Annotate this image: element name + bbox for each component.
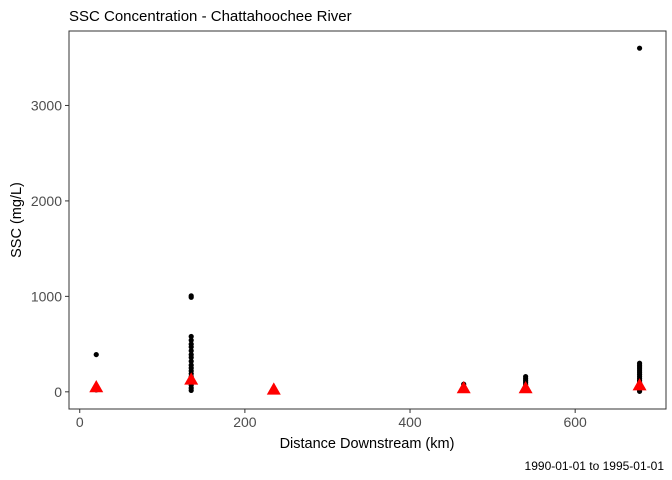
data-point [188, 387, 194, 393]
data-point [188, 337, 194, 343]
x-tick-label: 400 [398, 414, 422, 430]
y-tick-label: 0 [54, 384, 62, 400]
mean-triangle [632, 378, 647, 391]
y-tick-label: 1000 [31, 288, 62, 304]
data-point [188, 354, 194, 361]
chart-caption: 1990-01-01 to 1995-01-01 [525, 459, 665, 473]
y-axis-label: SSC (mg/L) [9, 182, 25, 258]
x-tick-label: 600 [563, 414, 587, 430]
mean-triangle [518, 381, 533, 394]
x-tick-label: 200 [233, 414, 257, 430]
plot-panel [68, 30, 667, 410]
mean-triangle [89, 380, 104, 393]
x-axis-label: Distance Downstream (km) [280, 436, 455, 452]
y-tick-label: 2000 [31, 193, 62, 209]
chart-title: SSC Concentration - Chattahoochee River [69, 8, 352, 25]
data-point [636, 45, 643, 51]
mean-triangle [456, 381, 471, 394]
y-tick-label: 3000 [31, 97, 62, 113]
data-point [188, 344, 194, 350]
mean-markers [89, 372, 647, 395]
data-point [93, 351, 99, 358]
y-axis: 0 1000 2000 3000 [31, 97, 69, 400]
data-point [188, 348, 194, 354]
data-point [188, 333, 194, 340]
x-tick-label: 0 [76, 414, 84, 430]
mean-triangle [184, 372, 199, 385]
x-axis: 0 200 400 600 [76, 409, 587, 430]
mean-triangle [266, 382, 281, 395]
data-point [188, 358, 194, 364]
data-point [188, 294, 194, 300]
